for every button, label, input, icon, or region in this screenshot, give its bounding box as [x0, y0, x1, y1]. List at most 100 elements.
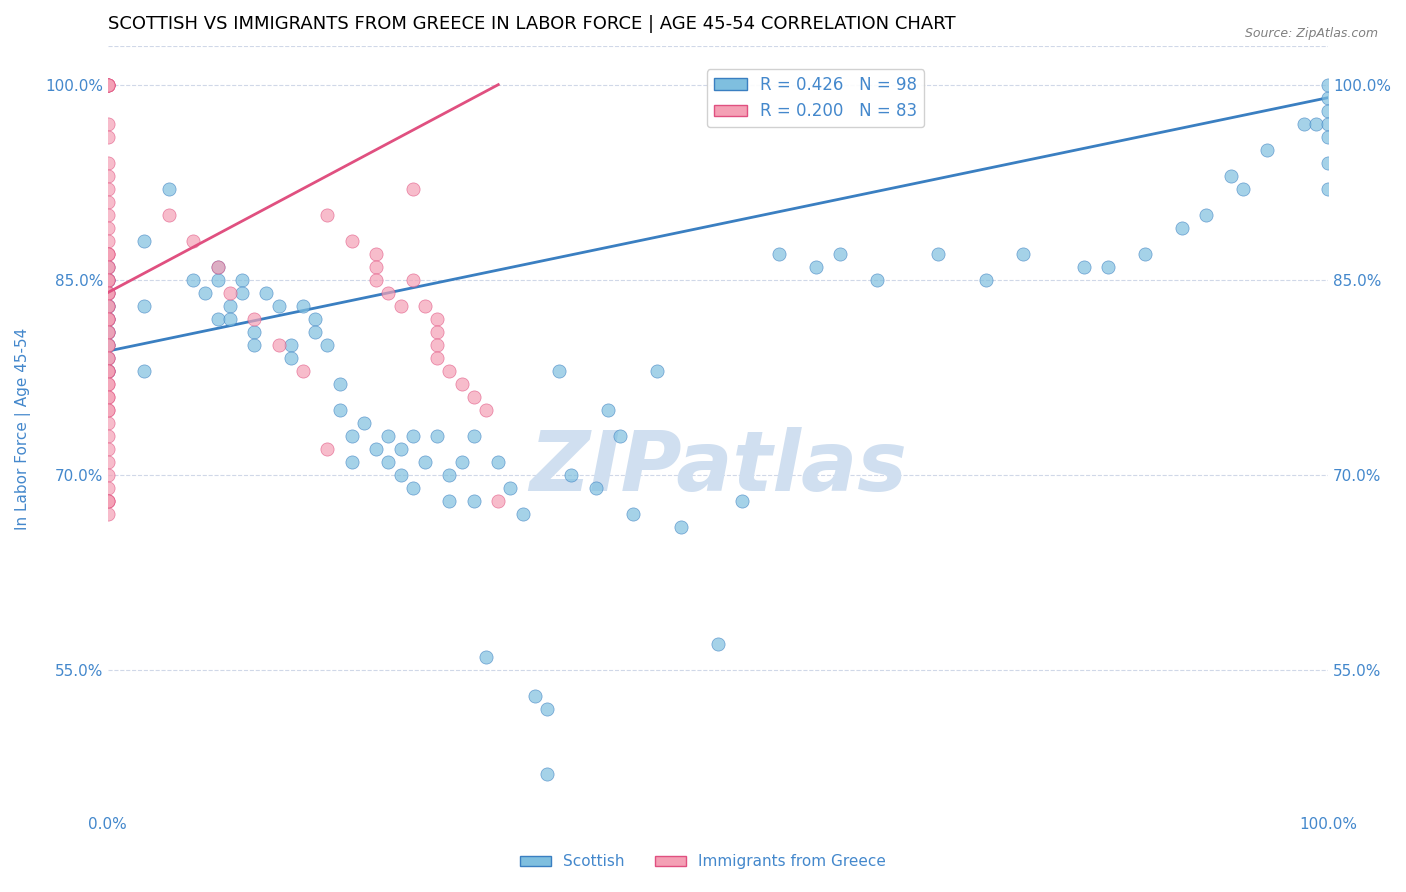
Point [97, 272, 120, 286]
Point [377, 454, 399, 468]
Point [97, 272, 120, 286]
Point [609, 428, 631, 442]
Text: SCOTTISH VS IMMIGRANTS FROM GREECE IN LABOR FORCE | AGE 45-54 CORRELATION CHART: SCOTTISH VS IMMIGRANTS FROM GREECE IN LA… [108, 15, 955, 33]
Point [97, 285, 120, 300]
Point [97, 181, 120, 195]
Point [134, 234, 156, 248]
Point [1317, 181, 1340, 195]
Point [426, 337, 449, 351]
Point [366, 260, 388, 274]
Point [97, 246, 120, 260]
Point [97, 260, 120, 274]
Point [218, 285, 240, 300]
Point [194, 285, 217, 300]
Point [804, 260, 827, 274]
Point [97, 363, 120, 377]
Point [865, 272, 887, 286]
Point [97, 493, 120, 508]
Point [340, 234, 363, 248]
Point [97, 416, 120, 430]
Point [976, 272, 998, 286]
Point [97, 428, 120, 442]
Point [598, 402, 620, 417]
Point [97, 493, 120, 508]
Point [243, 337, 266, 351]
Point [316, 442, 339, 456]
Point [1256, 143, 1278, 157]
Point [97, 299, 120, 313]
Point [134, 363, 156, 377]
Point [97, 493, 120, 508]
Point [97, 78, 120, 92]
Point [157, 181, 180, 195]
Point [463, 493, 485, 508]
Point [1317, 78, 1340, 92]
Point [585, 481, 607, 495]
Text: Source: ZipAtlas.com: Source: ZipAtlas.com [1244, 27, 1378, 40]
Point [340, 428, 363, 442]
Point [280, 351, 302, 365]
Point [97, 351, 120, 365]
Point [536, 766, 558, 780]
Point [207, 311, 229, 326]
Point [97, 155, 120, 169]
Point [97, 481, 120, 495]
Point [243, 311, 266, 326]
Point [97, 285, 120, 300]
Point [97, 272, 120, 286]
Point [439, 467, 461, 482]
Point [97, 337, 120, 351]
Point [389, 299, 412, 313]
Point [707, 636, 730, 650]
Point [828, 246, 851, 260]
Point [97, 220, 120, 235]
Point [97, 78, 120, 92]
Point [207, 260, 229, 274]
Point [231, 285, 253, 300]
Point [1012, 246, 1035, 260]
Point [97, 285, 120, 300]
Legend: Scottish, Immigrants from Greece: Scottish, Immigrants from Greece [515, 848, 891, 875]
Point [97, 402, 120, 417]
Point [426, 351, 449, 365]
Point [97, 208, 120, 222]
Point [97, 311, 120, 326]
Point [97, 117, 120, 131]
Point [97, 337, 120, 351]
Point [97, 390, 120, 404]
Point [548, 363, 571, 377]
Point [1232, 181, 1254, 195]
Point [426, 428, 449, 442]
Point [340, 454, 363, 468]
Y-axis label: In Labor Force | Age 45-54: In Labor Force | Age 45-54 [15, 328, 31, 530]
Point [97, 78, 120, 92]
Point [402, 181, 425, 195]
Point [97, 78, 120, 92]
Point [97, 311, 120, 326]
Point [366, 246, 388, 260]
Point [267, 337, 290, 351]
Point [97, 260, 120, 274]
Point [97, 299, 120, 313]
Point [97, 311, 120, 326]
Point [97, 442, 120, 456]
Point [1317, 117, 1340, 131]
Point [97, 272, 120, 286]
Point [671, 519, 693, 533]
Point [523, 689, 546, 703]
Point [1317, 129, 1340, 144]
Point [97, 454, 120, 468]
Point [97, 285, 120, 300]
Point [389, 467, 412, 482]
Point [329, 402, 352, 417]
Point [377, 428, 399, 442]
Point [97, 260, 120, 274]
Point [402, 428, 425, 442]
Point [97, 299, 120, 313]
Legend: R = 0.426   N = 98, R = 0.200   N = 83: R = 0.426 N = 98, R = 0.200 N = 83 [707, 70, 924, 127]
Point [207, 260, 229, 274]
Point [463, 428, 485, 442]
Point [560, 467, 582, 482]
Point [97, 311, 120, 326]
Point [97, 467, 120, 482]
